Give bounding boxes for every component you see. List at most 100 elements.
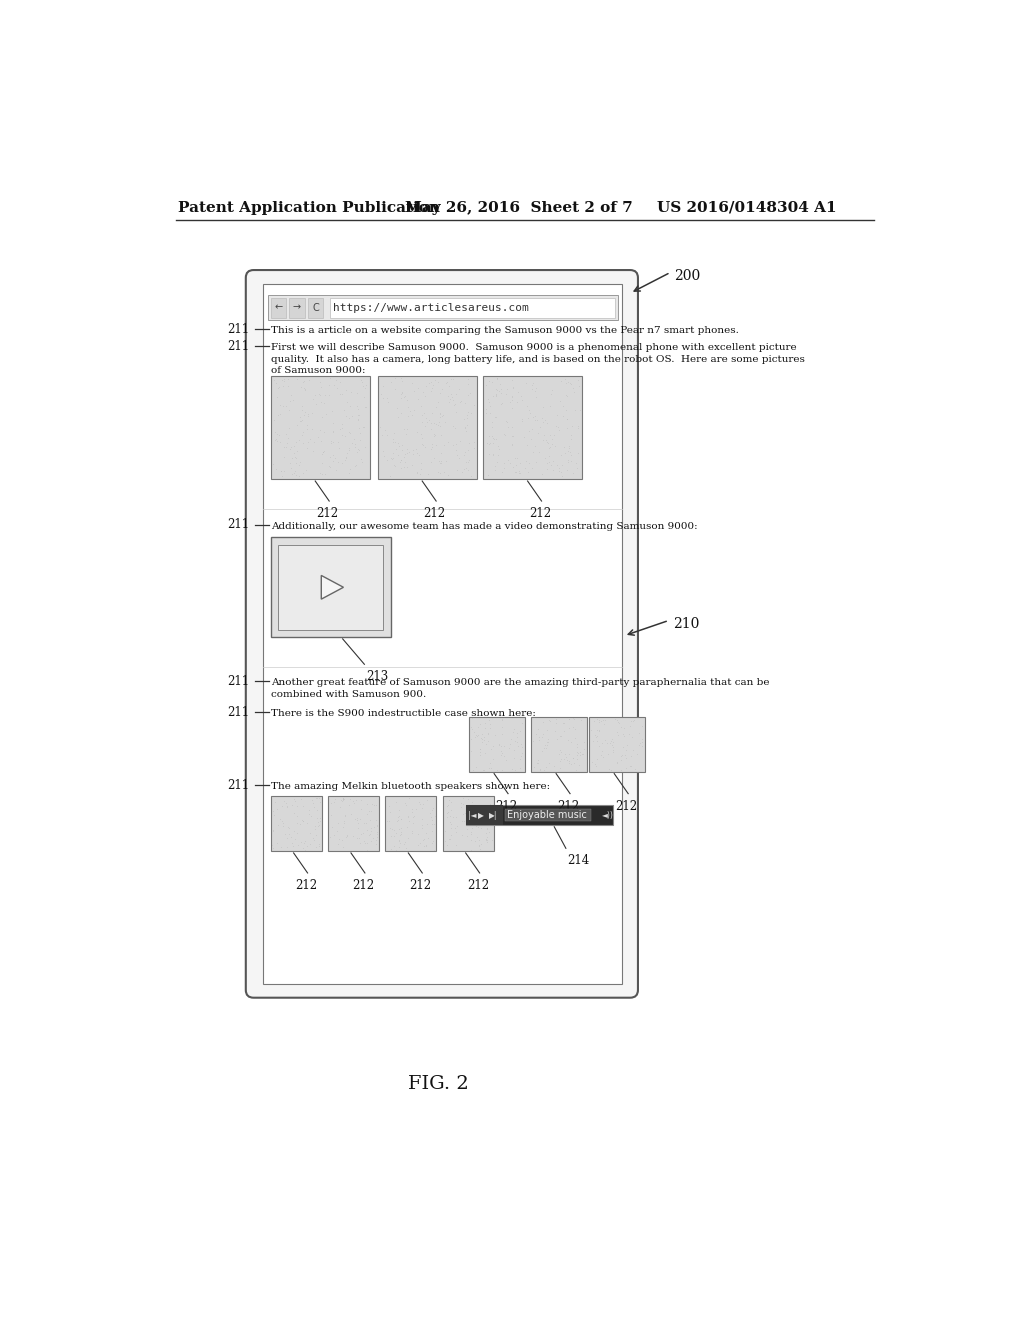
Point <box>401 810 418 832</box>
Point <box>418 834 434 855</box>
Point <box>422 803 438 824</box>
Point <box>332 418 348 440</box>
Point <box>291 454 307 475</box>
Point <box>279 828 295 849</box>
Point <box>266 370 283 391</box>
Point <box>400 396 417 417</box>
Point <box>601 759 617 780</box>
Point <box>527 436 544 457</box>
Point <box>297 840 313 861</box>
Point <box>389 809 406 830</box>
Point <box>387 379 403 400</box>
Point <box>468 756 484 777</box>
Point <box>433 453 450 474</box>
Point <box>445 395 462 416</box>
Point <box>392 809 409 830</box>
Point <box>336 813 352 834</box>
Text: Additionally, our awesome team has made a video demonstrating Samuson 9000:: Additionally, our awesome team has made … <box>270 521 697 531</box>
Point <box>466 722 482 743</box>
Point <box>333 789 349 810</box>
Point <box>560 451 577 473</box>
Point <box>334 383 350 404</box>
Point <box>331 828 347 849</box>
Point <box>625 739 641 760</box>
Point <box>313 376 330 397</box>
Point <box>570 442 587 463</box>
Point <box>382 817 398 838</box>
Point <box>426 425 442 446</box>
Point <box>480 731 497 752</box>
Point <box>274 370 291 391</box>
Point <box>507 731 523 752</box>
Point <box>434 405 451 426</box>
Point <box>561 752 578 774</box>
Point <box>416 828 432 849</box>
Point <box>483 809 500 830</box>
Point <box>265 409 282 430</box>
Point <box>527 380 544 401</box>
Point <box>593 744 609 766</box>
Point <box>325 413 341 434</box>
Point <box>384 818 400 840</box>
Point <box>552 751 568 772</box>
Point <box>486 725 503 746</box>
Point <box>328 459 344 480</box>
Point <box>609 725 626 746</box>
Point <box>479 388 496 409</box>
Point <box>308 787 325 808</box>
Point <box>508 462 524 483</box>
Point <box>387 822 403 843</box>
Point <box>565 462 582 483</box>
Point <box>365 793 381 814</box>
Point <box>279 837 295 858</box>
Point <box>410 822 426 843</box>
Point <box>278 793 294 814</box>
Point <box>460 401 476 422</box>
Point <box>460 451 476 473</box>
Point <box>560 436 577 457</box>
Point <box>567 727 584 748</box>
Point <box>465 759 481 780</box>
Point <box>282 391 298 412</box>
Point <box>298 459 314 480</box>
Point <box>418 407 434 428</box>
Point <box>439 795 456 816</box>
Point <box>265 453 282 474</box>
Point <box>617 758 634 779</box>
Point <box>312 430 329 451</box>
Point <box>457 417 473 438</box>
Point <box>593 710 609 731</box>
Point <box>391 451 408 473</box>
Point <box>494 461 510 482</box>
Point <box>455 793 471 814</box>
Point <box>438 796 455 817</box>
Point <box>356 813 373 834</box>
Point <box>393 388 410 409</box>
Point <box>353 789 370 810</box>
Point <box>492 374 508 395</box>
Point <box>548 713 564 734</box>
Point <box>438 803 455 824</box>
Point <box>556 437 572 458</box>
Point <box>440 392 457 413</box>
Point <box>569 370 586 391</box>
Point <box>534 463 550 484</box>
Point <box>430 462 446 483</box>
Point <box>311 787 328 808</box>
Point <box>426 412 442 433</box>
Point <box>608 752 625 774</box>
Point <box>548 708 564 729</box>
Point <box>470 717 486 738</box>
Point <box>439 834 456 855</box>
Point <box>478 399 495 420</box>
Point <box>348 454 365 475</box>
Point <box>349 383 366 404</box>
Point <box>634 731 650 752</box>
Point <box>475 729 492 750</box>
Point <box>294 409 310 430</box>
Point <box>531 729 548 750</box>
Point <box>352 430 369 451</box>
Point <box>411 792 427 813</box>
Text: May 26, 2016  Sheet 2 of 7: May 26, 2016 Sheet 2 of 7 <box>406 201 633 215</box>
Point <box>419 813 435 834</box>
